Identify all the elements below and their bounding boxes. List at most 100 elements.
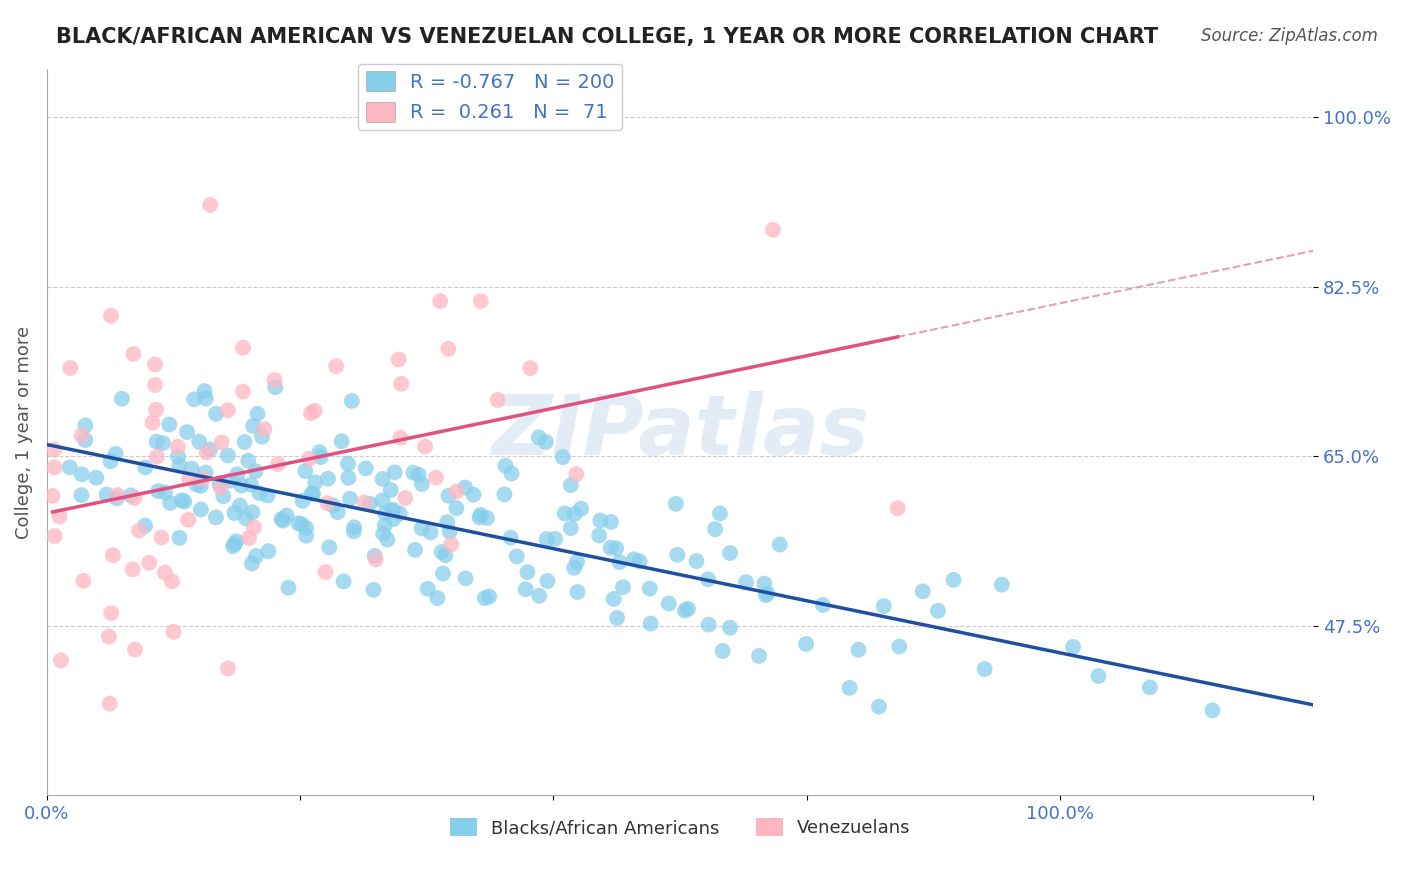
Point <box>454 571 477 585</box>
Point <box>388 352 411 367</box>
Point <box>499 531 522 545</box>
Point <box>332 574 354 589</box>
Point <box>536 532 558 546</box>
Point <box>1201 703 1223 717</box>
Point <box>735 575 758 590</box>
Point <box>666 548 689 562</box>
Point <box>59 360 82 375</box>
Point <box>101 548 124 562</box>
Point <box>242 419 264 434</box>
Point <box>224 537 246 551</box>
Point <box>336 457 359 471</box>
Point <box>217 449 239 463</box>
Point <box>375 533 398 547</box>
Text: Source: ZipAtlas.com: Source: ZipAtlas.com <box>1201 27 1378 45</box>
Point <box>298 451 321 466</box>
Point <box>748 648 770 663</box>
Point <box>1062 640 1084 654</box>
Point <box>219 474 242 488</box>
Point <box>340 393 363 408</box>
Point <box>195 445 218 459</box>
Point <box>264 380 287 394</box>
Point <box>120 488 142 502</box>
Point <box>138 556 160 570</box>
Point <box>394 491 416 505</box>
Point <box>205 510 228 524</box>
Point <box>169 531 191 545</box>
Point <box>382 503 405 517</box>
Point <box>322 499 344 513</box>
Point <box>658 597 681 611</box>
Point <box>318 541 340 555</box>
Point <box>536 574 558 588</box>
Point <box>325 359 347 374</box>
Point <box>271 514 294 528</box>
Point <box>180 461 202 475</box>
Point <box>478 590 501 604</box>
Point <box>363 582 385 597</box>
Point <box>167 440 190 454</box>
Point <box>250 429 273 443</box>
Point <box>291 517 314 532</box>
Point <box>470 508 492 522</box>
Y-axis label: College, 1 year or more: College, 1 year or more <box>15 326 32 539</box>
Point <box>501 467 523 481</box>
Point <box>609 555 631 569</box>
Point <box>159 496 181 510</box>
Point <box>96 487 118 501</box>
Point <box>474 591 496 606</box>
Point <box>439 524 461 539</box>
Point <box>287 516 309 531</box>
Point <box>565 467 588 481</box>
Point <box>143 358 166 372</box>
Point <box>363 549 385 563</box>
Point <box>134 518 156 533</box>
Point <box>143 378 166 392</box>
Point <box>253 422 276 436</box>
Point <box>100 606 122 620</box>
Point <box>371 472 394 486</box>
Point <box>160 574 183 589</box>
Point <box>242 505 264 519</box>
Point <box>527 430 550 444</box>
Point <box>486 392 509 407</box>
Point <box>59 460 82 475</box>
Text: BLACK/AFRICAN AMERICAN VS VENEZUELAN COLLEGE, 1 YEAR OR MORE CORRELATION CHART: BLACK/AFRICAN AMERICAN VS VENEZUELAN COL… <box>56 27 1159 46</box>
Point <box>295 521 318 535</box>
Point <box>243 520 266 534</box>
Point <box>245 549 267 563</box>
Point <box>232 384 254 399</box>
Point <box>44 529 66 543</box>
Point <box>212 489 235 503</box>
Point <box>612 580 634 594</box>
Point <box>208 476 231 491</box>
Point <box>600 515 623 529</box>
Point <box>225 534 247 549</box>
Point <box>437 342 460 356</box>
Point <box>991 577 1014 591</box>
Point <box>41 489 63 503</box>
Point <box>239 477 262 491</box>
Text: ZIPatlas: ZIPatlas <box>491 392 869 473</box>
Point <box>468 510 491 524</box>
Point <box>256 489 278 503</box>
Point <box>402 466 425 480</box>
Point <box>105 491 128 506</box>
Point <box>198 442 221 457</box>
Point <box>233 434 256 449</box>
Point <box>70 488 93 502</box>
Point <box>194 392 217 406</box>
Point <box>425 470 447 484</box>
Point <box>873 599 896 613</box>
Point <box>304 403 326 417</box>
Point <box>709 507 731 521</box>
Point <box>240 557 263 571</box>
Point <box>315 565 337 579</box>
Point <box>665 497 688 511</box>
Point <box>564 507 586 521</box>
Point <box>359 497 381 511</box>
Point <box>245 464 267 478</box>
Point <box>756 586 779 600</box>
Point <box>565 555 588 569</box>
Point <box>527 589 550 603</box>
